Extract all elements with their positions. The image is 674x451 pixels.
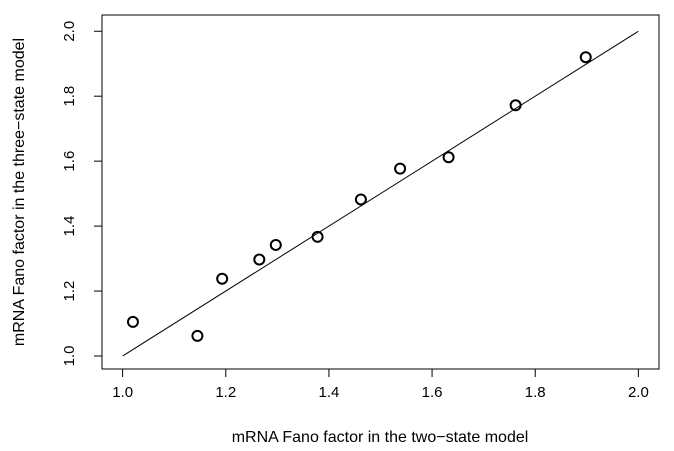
data-point bbox=[269, 238, 282, 251]
data-point bbox=[216, 272, 229, 285]
y-tick-label: 1.4 bbox=[61, 216, 78, 237]
y-tick-label: 1.2 bbox=[61, 281, 78, 302]
identity-line bbox=[122, 30, 639, 357]
y-tick-label: 2.0 bbox=[61, 21, 78, 42]
data-point bbox=[579, 51, 592, 64]
x-tick-label: 2.0 bbox=[628, 384, 649, 401]
data-point bbox=[191, 329, 204, 342]
data-layer: 1.0 1.2 1.4 1.6 1.8 2.0 1.0 1.2 1.4 1.6 1.8 2.0 bbox=[61, 21, 649, 401]
data-point bbox=[442, 151, 455, 164]
x-axis-label: mRNA Fano factor in the two−state model bbox=[232, 429, 529, 446]
x-tick-label: 1.2 bbox=[215, 384, 236, 401]
y-tick-label: 1.8 bbox=[61, 86, 78, 107]
y-tick-label: 1.0 bbox=[61, 346, 78, 367]
x-tick-label: 1.0 bbox=[112, 384, 133, 401]
data-point bbox=[354, 193, 367, 206]
y-tick-label: 1.6 bbox=[61, 151, 78, 172]
data-point bbox=[509, 99, 522, 112]
data-point bbox=[253, 253, 266, 266]
x-tick-label: 1.6 bbox=[422, 384, 443, 401]
data-point bbox=[126, 315, 139, 328]
x-tick-label: 1.4 bbox=[318, 384, 339, 401]
x-tick-label: 1.8 bbox=[525, 384, 546, 401]
y-axis-label: mRNA Fano factor in the three−state mode… bbox=[11, 38, 28, 346]
data-point bbox=[311, 230, 324, 243]
data-point bbox=[394, 162, 407, 175]
